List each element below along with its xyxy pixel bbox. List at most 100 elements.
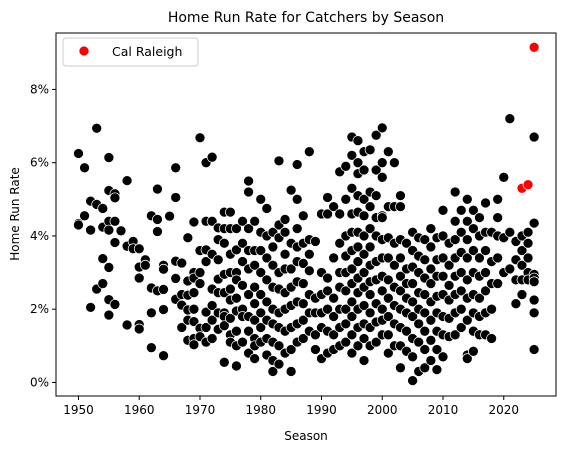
- data-point: [152, 214, 163, 225]
- data-point: [85, 224, 96, 236]
- y-tick-label: 0%: [30, 375, 49, 389]
- data-point: [504, 263, 516, 275]
- y-tick-label: 8%: [30, 82, 49, 96]
- data-point: [322, 285, 333, 297]
- data-point: [528, 276, 540, 288]
- plot-frame: [55, 32, 557, 397]
- data-point: [425, 314, 437, 326]
- x-tick-label: 1970: [185, 403, 216, 417]
- data-point: [455, 303, 467, 315]
- data-point: [492, 212, 504, 223]
- y-tick-label: 6%: [30, 156, 49, 170]
- data-point: [152, 226, 163, 237]
- data-point: [255, 322, 267, 333]
- data-point: [358, 333, 370, 344]
- data-point: [528, 294, 540, 306]
- data-point: [273, 340, 285, 352]
- data-point: [528, 217, 540, 229]
- data-point: [461, 193, 473, 205]
- data-point: [352, 135, 364, 147]
- data-point: [243, 289, 254, 300]
- data-point: [164, 210, 175, 222]
- y-tick-label: 2%: [30, 302, 49, 316]
- legend: Cal Raleigh: [62, 37, 199, 67]
- data-point: [194, 278, 206, 289]
- data-point: [358, 248, 370, 260]
- data-point: [243, 223, 254, 234]
- data-point: [486, 333, 497, 344]
- data-point: [449, 215, 461, 227]
- data-point: [231, 223, 242, 234]
- data-point: [358, 267, 370, 278]
- data-point: [297, 298, 309, 310]
- data-point: [340, 303, 352, 315]
- x-tick-label: 1990: [306, 403, 337, 417]
- data-point: [255, 307, 267, 319]
- x-axis: 1950 1960 1970 1980 1990 2000 2010 2020: [63, 396, 519, 417]
- data-point: [425, 223, 437, 234]
- data-point: [334, 237, 346, 249]
- data-point: [413, 318, 425, 330]
- data-point: [322, 272, 333, 284]
- data-point: [255, 193, 267, 205]
- data-point: [297, 333, 309, 344]
- data-point: [231, 244, 242, 256]
- data-point: [328, 252, 339, 264]
- data-point: [364, 289, 376, 300]
- data-point: [376, 212, 388, 223]
- data-point: [322, 208, 333, 220]
- data-point: [522, 226, 534, 238]
- data-point: [218, 320, 230, 332]
- data-point: [188, 339, 200, 351]
- data-point: [328, 292, 339, 304]
- data-point: [206, 151, 218, 163]
- data-point: [370, 164, 382, 176]
- data-point: [194, 267, 206, 278]
- data-point: [389, 157, 400, 169]
- data-point: [170, 192, 182, 203]
- data-point: [425, 278, 437, 289]
- data-point: [176, 322, 188, 333]
- data-point: [139, 259, 151, 271]
- data-point: [468, 245, 479, 256]
- data-point: [243, 186, 254, 198]
- data-point: [97, 253, 109, 264]
- data-point: [401, 325, 412, 337]
- data-point: [407, 278, 418, 289]
- data-point: [170, 162, 182, 174]
- data-point: [291, 193, 303, 205]
- data-point: [492, 278, 504, 289]
- data-point: [528, 344, 540, 355]
- data-point: [431, 344, 443, 355]
- data-point: [231, 292, 242, 304]
- data-point: [79, 162, 90, 174]
- data-point: [243, 175, 254, 187]
- data-point: [340, 193, 352, 205]
- data-point: [261, 252, 273, 264]
- data-point: [152, 183, 163, 195]
- data-point: [194, 132, 206, 144]
- data-point: [382, 274, 394, 286]
- data-point: [109, 237, 121, 248]
- x-tick-label: 2010: [428, 403, 459, 417]
- data-point: [346, 182, 358, 194]
- data-point: [516, 245, 528, 256]
- data-point: [395, 270, 406, 282]
- data-point: [437, 252, 449, 264]
- data-point: [297, 210, 309, 222]
- data-point: [188, 287, 200, 299]
- data-point: [389, 259, 400, 271]
- data-point: [249, 259, 261, 271]
- data-point: [364, 144, 376, 156]
- data-point: [382, 292, 394, 304]
- data-point: [461, 274, 473, 286]
- data-point: [340, 318, 352, 330]
- data-point: [249, 353, 261, 364]
- data-point: [382, 329, 394, 341]
- data-point: [431, 364, 443, 375]
- data-point: [273, 358, 285, 370]
- data-point: [158, 350, 169, 362]
- data-point: [455, 322, 467, 333]
- data-point: [504, 226, 516, 238]
